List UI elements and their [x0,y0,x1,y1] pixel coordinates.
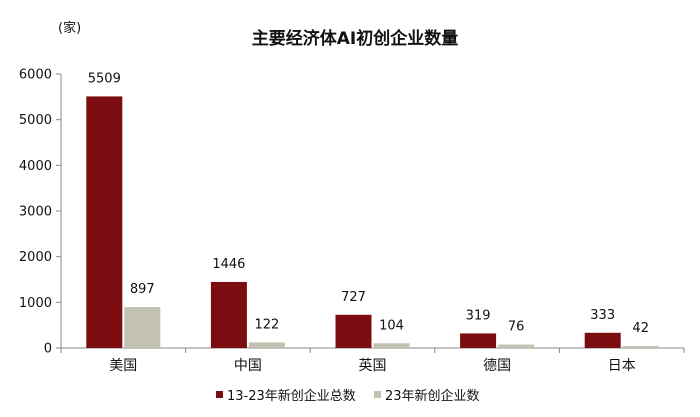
y-tick-label: 0 [44,342,52,357]
y-tick-label: 4000 [19,159,52,174]
legend-label-1: 23年新创企业数 [385,388,480,404]
legend: 13-23年新创企业总数 23年新创企业数 [216,388,480,404]
legend-label-0: 13-23年新创企业总数 [227,388,356,404]
data-label: 1446 [212,257,245,272]
chart-title: 主要经济体AI初创企业数量 [252,28,458,49]
x-category-label: 日本 [608,358,636,374]
bar-total-1[interactable] [210,281,247,348]
y-tick-label: 2000 [19,250,52,265]
y-tick-label: 6000 [19,68,52,83]
bar-total-0[interactable] [86,96,123,348]
bar-new-4[interactable] [622,346,659,348]
y-axis-unit: (家) [58,20,81,36]
bar-new-2[interactable] [373,343,410,348]
data-label: 42 [632,321,649,336]
legend-swatch-1 [374,391,381,398]
bar-total-3[interactable] [460,333,497,348]
bar-new-1[interactable] [248,342,285,348]
y-tick-label: 1000 [19,296,52,311]
bar-total-4[interactable] [584,332,621,348]
x-category-label: 美国 [109,358,137,374]
x-category-label: 德国 [483,358,511,374]
data-label: 333 [590,308,615,323]
y-tick-label: 5000 [19,113,52,128]
data-label: 76 [508,320,525,335]
data-label: 319 [466,308,491,323]
bar-new-0[interactable] [124,307,161,348]
y-tick-label: 3000 [19,205,52,220]
plot-area: 0 1000 2000 3000 4000 5000 6000 美国 5509 897 中国 1446… [19,68,685,374]
data-label: 727 [341,290,366,305]
data-label: 104 [379,318,404,333]
x-category-label: 中国 [234,358,262,374]
legend-swatch-0 [216,391,223,398]
bar-new-3[interactable] [498,344,535,348]
data-label: 897 [130,282,155,297]
x-category-label: 英国 [359,357,387,374]
bar-total-2[interactable] [335,314,372,348]
data-label: 122 [254,317,279,332]
data-label: 5509 [88,71,121,86]
